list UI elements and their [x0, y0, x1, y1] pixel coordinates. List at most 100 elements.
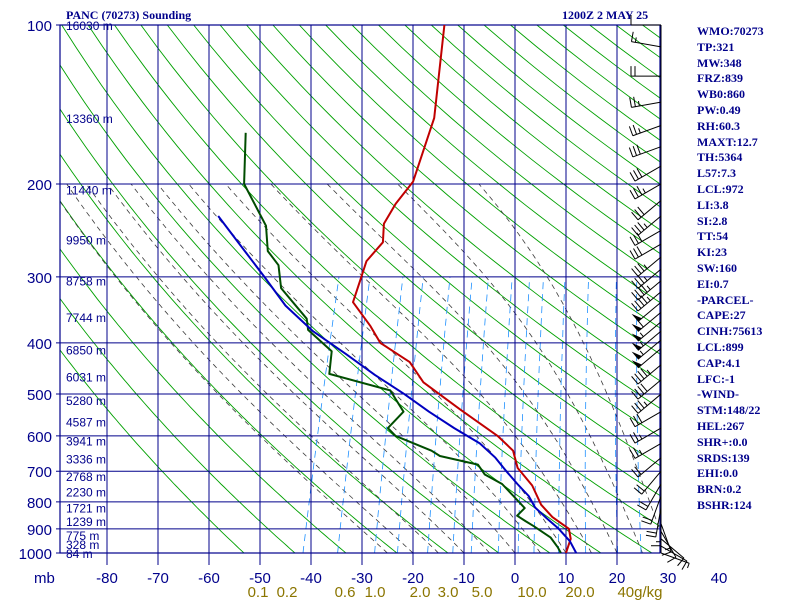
wind-barb-half: [639, 341, 644, 347]
mixing-ratio-line: [636, 276, 642, 553]
moist-adiabat-line: [130, 183, 490, 553]
chart-title: PANC (70273) Sounding: [66, 8, 192, 22]
wind-barb-full: [633, 415, 639, 425]
wind-barb-shaft: [655, 507, 662, 538]
height-label: 84 m: [66, 547, 93, 561]
wind-barb-full: [633, 248, 639, 258]
height-label: 5280 m: [66, 394, 106, 408]
index-entry: TT:54: [697, 229, 729, 244]
wind-barb-full: [637, 386, 645, 395]
moist-adiabat-line: [326, 183, 618, 553]
wind-barb-flag: [631, 323, 642, 332]
wind-barb-half: [665, 547, 671, 551]
temperature-tick-label: -20: [402, 570, 424, 587]
wind-barb-shaft: [637, 256, 662, 277]
dry-adiabat-line: [589, 25, 660, 79]
height-label: 8758 m: [66, 275, 106, 289]
pressure-tick-label: 200: [27, 177, 52, 194]
wind-barb-full: [631, 211, 639, 221]
wind-barb-shaft: [637, 215, 662, 236]
wind-barb-full: [634, 402, 642, 412]
index-entry: SW:160: [697, 261, 738, 275]
wind-barb-full: [633, 234, 639, 244]
wind-barb-full: [631, 227, 639, 236]
sounding-time: 1200Z 2 MAY 25: [562, 8, 649, 22]
wind-barb-full: [632, 124, 638, 135]
dry-adiabat-line: [246, 25, 660, 382]
index-entry: HEL:267: [697, 419, 745, 433]
wind-barb-flag: [631, 333, 642, 342]
temperature-tick-label: -60: [198, 570, 220, 587]
wind-barb-full: [645, 534, 656, 538]
index-entry: CAPE:27: [697, 308, 746, 323]
mixing-ratio-line: [397, 276, 424, 553]
height-label: 4587 m: [66, 415, 106, 429]
height-label: 328 m: [66, 538, 99, 552]
wind-barb-full: [631, 292, 639, 301]
mixing-ratio-line: [302, 276, 340, 553]
wind-barb-full: [630, 31, 634, 42]
height-label: 3336 m: [66, 452, 106, 466]
wind-barb-full: [637, 263, 645, 272]
mixing-ratio-line: [558, 276, 566, 553]
wind-barb-full: [637, 297, 645, 307]
index-entry: -WIND-: [697, 387, 739, 402]
index-entry: TP:321: [697, 39, 735, 54]
wind-barb-full: [633, 170, 639, 180]
wind-barb-full: [634, 388, 642, 397]
wind-barb-full: [634, 289, 642, 298]
wind-barb-full: [631, 376, 639, 385]
wind-barb-full: [637, 400, 645, 409]
wind-barb-half: [637, 100, 640, 107]
wind-barb-full: [629, 417, 636, 427]
moist-adiabat-line: [66, 183, 414, 553]
wind-barb-shaft: [632, 146, 662, 158]
temperature-tick-label: -10: [453, 570, 475, 587]
dewpoint-line: [243, 132, 562, 553]
mixing-ratio-tick-label: 0.2: [277, 584, 298, 600]
wind-barb-shaft: [637, 348, 662, 369]
wind-barb-full: [640, 295, 648, 304]
wind-barb-full: [637, 206, 645, 215]
pressure-tick-label: 600: [27, 429, 52, 446]
dry-adiabat-line: [430, 25, 660, 208]
mixing-ratio-tick-label: 0.1: [248, 584, 269, 600]
wind-barb-full: [642, 516, 653, 521]
wind-barb-full: [634, 466, 642, 475]
wind-barb-half: [687, 563, 690, 569]
wind-barb-shaft: [634, 230, 662, 246]
wind-barb-full: [640, 383, 648, 392]
mixing-ratio-line: [666, 277, 675, 553]
wind-barb-shaft: [631, 41, 662, 48]
wind-barb-full: [631, 303, 639, 312]
moist-adiabat-line: [478, 183, 660, 532]
dry-adiabat-line: [60, 108, 500, 553]
pressure-tick-label: 1000: [19, 546, 52, 563]
index-entry: BRN:0.2: [697, 482, 742, 497]
index-entry: BSHR:124: [697, 498, 752, 512]
dry-adiabat-line: [351, 25, 660, 279]
wind-barb-full: [639, 501, 649, 507]
index-entry: PW:0.49: [697, 103, 741, 117]
dry-adiabat-line: [563, 25, 660, 99]
wind-barb-full: [637, 370, 645, 380]
height-label: 7744 m: [66, 311, 106, 325]
wind-barb-shaft: [631, 101, 662, 108]
mixing-ratio-line: [337, 276, 371, 553]
pressure-tick-label: 100: [27, 18, 52, 35]
mixing-ratio-line: [584, 276, 589, 553]
index-entry: LFC:-1: [697, 371, 735, 386]
dry-adiabat-line: [60, 64, 551, 553]
mixing-ratio-tick-label: 1.0: [365, 584, 386, 600]
wind-barb-full: [646, 530, 657, 534]
wind-barb-half: [643, 401, 648, 406]
wind-barb-full: [629, 250, 636, 260]
pressure-tick-label: 900: [27, 522, 52, 539]
mixing-ratio-tick-label: 20.0: [565, 584, 594, 600]
wind-barb-shaft: [634, 183, 662, 200]
wind-barb-shaft: [637, 200, 662, 221]
index-entry: SI:2.8: [697, 213, 728, 228]
wind-barb-full: [631, 469, 639, 478]
index-entry: WMO:70273: [697, 24, 764, 38]
